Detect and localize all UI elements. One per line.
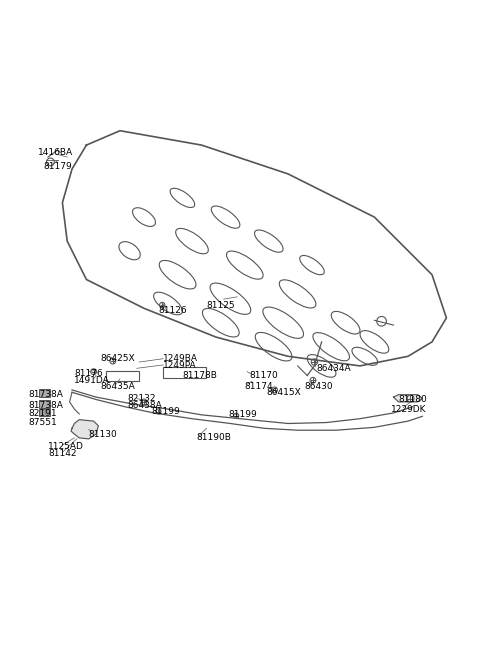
Text: 81170: 81170: [250, 371, 278, 380]
Polygon shape: [71, 420, 98, 439]
Text: 1125AD: 1125AD: [48, 441, 84, 451]
Text: 81178B: 81178B: [182, 371, 217, 380]
Text: 86434A: 86434A: [317, 364, 351, 373]
Text: 86438A: 86438A: [127, 401, 162, 410]
Text: 81126: 81126: [158, 306, 187, 315]
Bar: [106, 371, 139, 381]
Text: 81174: 81174: [245, 382, 274, 390]
Text: 86415X: 86415X: [266, 388, 301, 397]
Text: 82132: 82132: [127, 394, 156, 403]
Text: 86435A: 86435A: [101, 382, 135, 391]
Text: 81130: 81130: [89, 430, 118, 439]
Text: 81199: 81199: [228, 411, 257, 419]
Text: 81179: 81179: [43, 162, 72, 171]
Polygon shape: [394, 395, 422, 402]
Text: 86430: 86430: [305, 382, 334, 390]
Text: 1249PA: 1249PA: [163, 362, 197, 370]
Bar: [39, 400, 50, 407]
Text: 81176: 81176: [74, 369, 103, 377]
Text: 81142: 81142: [48, 449, 76, 458]
Text: 86425X: 86425X: [101, 354, 135, 364]
Text: 82191: 82191: [29, 409, 58, 419]
Text: 81180: 81180: [398, 395, 427, 404]
Text: 87551: 87551: [29, 417, 58, 426]
Text: 81190B: 81190B: [197, 434, 232, 442]
Text: 81199: 81199: [151, 407, 180, 416]
Text: 1229DK: 1229DK: [391, 405, 427, 413]
Text: 1249BA: 1249BA: [163, 354, 198, 364]
Text: 1416BA: 1416BA: [38, 148, 73, 157]
Text: 81738A: 81738A: [29, 401, 64, 410]
Bar: [39, 409, 50, 416]
Bar: [39, 389, 50, 397]
Bar: [163, 367, 206, 378]
Text: 1491DA: 1491DA: [74, 376, 110, 384]
Text: 81125: 81125: [206, 301, 235, 310]
Text: 81738A: 81738A: [29, 390, 64, 399]
